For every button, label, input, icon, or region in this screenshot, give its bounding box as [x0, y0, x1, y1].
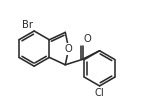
- Text: O: O: [65, 44, 73, 54]
- Text: Br: Br: [22, 19, 33, 29]
- Text: Cl: Cl: [95, 88, 104, 98]
- Text: O: O: [83, 34, 91, 44]
